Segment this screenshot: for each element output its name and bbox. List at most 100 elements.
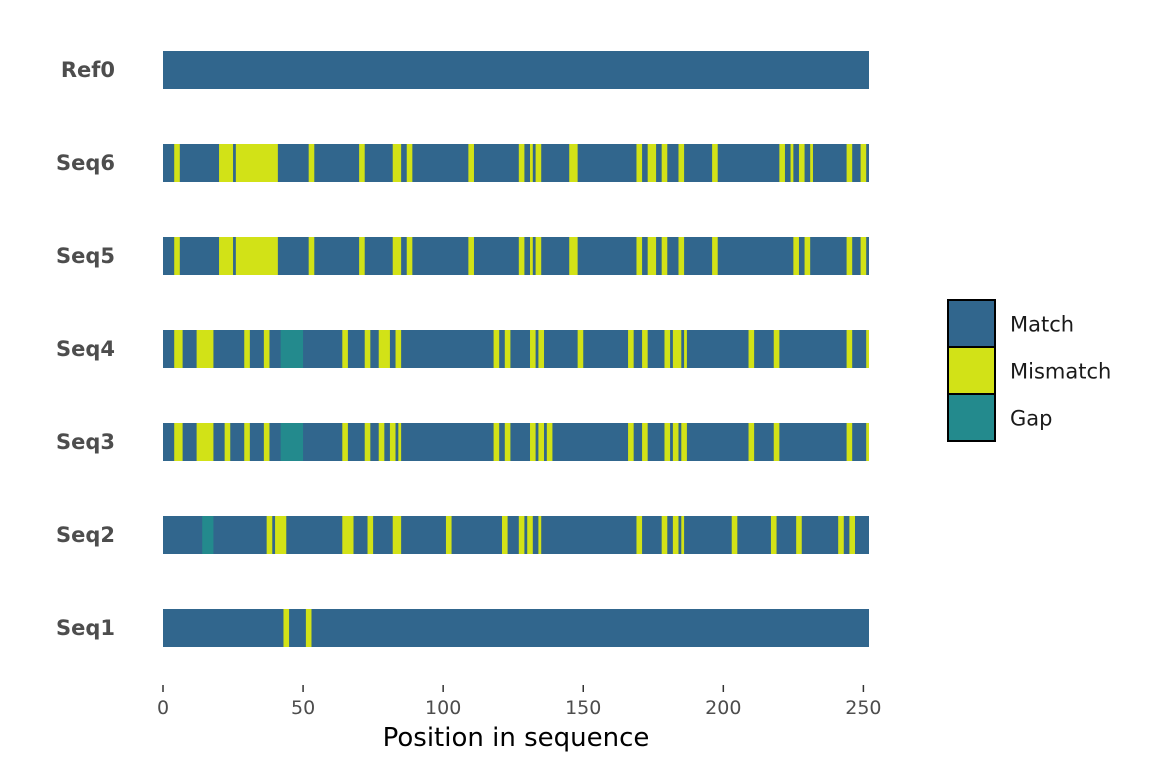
gap-segment xyxy=(202,516,214,554)
mismatch-segment xyxy=(642,330,648,368)
mismatch-segment xyxy=(538,423,545,461)
mismatch-segment xyxy=(518,237,525,275)
x-axis: 0 50 100 150 200 250 xyxy=(157,685,882,719)
mismatch-segment xyxy=(493,423,500,461)
mismatch-segment xyxy=(793,237,799,275)
mismatch-segment xyxy=(398,423,402,461)
mismatch-segment xyxy=(342,423,348,461)
mismatch-segment xyxy=(359,144,365,182)
legend: Match Mismatch Gap xyxy=(947,299,1111,442)
mismatch-segment xyxy=(406,237,413,275)
mismatch-segment xyxy=(392,516,402,554)
mismatch-segment xyxy=(235,144,278,182)
row-seq5 xyxy=(163,237,869,275)
mismatch-segment xyxy=(530,144,533,182)
mismatch-segment xyxy=(275,516,287,554)
match-segment xyxy=(163,609,869,647)
mismatch-segment xyxy=(546,423,553,461)
alignment-rows xyxy=(163,51,869,647)
row-seq1 xyxy=(163,609,869,647)
mismatch-segment xyxy=(569,237,578,275)
y-label-seq2: Seq2 xyxy=(56,523,115,547)
mismatch-segment xyxy=(712,237,718,275)
mismatch-segment xyxy=(636,516,643,554)
mismatch-segment xyxy=(504,330,511,368)
mismatch-segment xyxy=(538,330,545,368)
row-seq6 xyxy=(163,144,869,182)
mismatch-segment xyxy=(244,423,250,461)
legend-key-gap xyxy=(947,393,996,442)
x-tick-label: 0 xyxy=(157,697,169,719)
mismatch-segment xyxy=(378,423,385,461)
mismatch-segment xyxy=(395,330,402,368)
mismatch-segment xyxy=(538,516,542,554)
mismatch-segment xyxy=(647,144,657,182)
mismatch-segment xyxy=(664,330,671,368)
match-segment xyxy=(163,237,869,275)
y-label-seq1: Seq1 xyxy=(56,616,115,640)
mismatch-segment xyxy=(406,144,413,182)
mismatch-segment xyxy=(244,330,250,368)
mismatch-segment xyxy=(535,144,542,182)
mismatch-segment xyxy=(684,330,687,368)
mismatch-segment xyxy=(530,423,536,461)
mismatch-segment xyxy=(661,237,668,275)
mismatch-segment xyxy=(364,423,371,461)
row-ref0 xyxy=(163,51,869,89)
mismatch-segment xyxy=(664,423,671,461)
match-segment xyxy=(163,144,869,182)
mismatch-segment xyxy=(359,237,365,275)
mismatch-segment xyxy=(628,330,634,368)
y-label-seq3: Seq3 xyxy=(56,430,115,454)
mismatch-segment xyxy=(530,237,533,275)
legend-label-match: Match xyxy=(1010,313,1074,337)
mismatch-segment xyxy=(773,423,780,461)
mismatch-segment xyxy=(661,516,668,554)
mismatch-segment xyxy=(846,423,853,461)
mismatch-segment xyxy=(174,144,180,182)
mismatch-segment xyxy=(770,516,777,554)
row-seq3 xyxy=(163,423,869,461)
x-tick-label: 250 xyxy=(845,697,881,719)
mismatch-segment xyxy=(846,330,853,368)
x-tick-label: 200 xyxy=(705,697,741,719)
mismatch-segment xyxy=(235,237,278,275)
legend-key-match xyxy=(947,299,996,348)
mismatch-segment xyxy=(681,516,685,554)
mismatch-segment xyxy=(504,423,511,461)
mismatch-segment xyxy=(392,144,402,182)
mismatch-segment xyxy=(866,330,869,368)
mismatch-segment xyxy=(308,237,315,275)
mismatch-segment xyxy=(518,516,525,554)
mismatch-segment xyxy=(364,330,371,368)
mismatch-segment xyxy=(810,144,813,182)
mismatch-segment xyxy=(530,330,536,368)
mismatch-segment xyxy=(468,144,474,182)
mismatch-segment xyxy=(642,423,648,461)
mismatch-segment xyxy=(305,609,312,647)
mismatch-segment xyxy=(174,237,180,275)
mismatch-segment xyxy=(672,516,679,554)
mismatch-segment xyxy=(577,330,584,368)
mismatch-segment xyxy=(712,144,718,182)
legend-label-gap: Gap xyxy=(1010,407,1052,431)
mismatch-segment xyxy=(636,144,643,182)
y-axis-labels: Ref0 Seq6 Seq5 Seq4 Seq3 Seq2 Seq1 xyxy=(56,58,115,640)
row-seq4 xyxy=(163,330,869,368)
mismatch-segment xyxy=(493,330,500,368)
match-segment xyxy=(163,51,869,89)
y-label-seq5: Seq5 xyxy=(56,244,115,268)
legend-key-mismatch xyxy=(947,346,996,395)
mismatch-segment xyxy=(219,144,234,182)
mismatch-segment xyxy=(860,144,867,182)
mismatch-segment xyxy=(196,423,214,461)
mismatch-segment xyxy=(846,144,853,182)
mismatch-segment xyxy=(672,330,682,368)
mismatch-segment xyxy=(628,423,634,461)
mismatch-segment xyxy=(731,516,738,554)
mismatch-segment xyxy=(518,144,525,182)
mismatch-segment xyxy=(266,516,273,554)
mismatch-segment xyxy=(392,237,402,275)
mismatch-segment xyxy=(367,516,374,554)
